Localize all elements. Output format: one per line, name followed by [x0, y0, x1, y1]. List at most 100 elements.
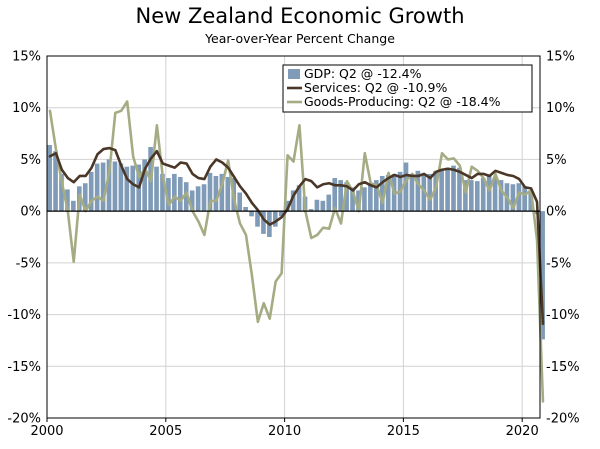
y-tick-label-left: -20% [7, 412, 41, 427]
gdp-bar [278, 211, 284, 217]
services-line [48, 146, 545, 326]
y-tick-label-left: -15% [7, 360, 41, 375]
gdp-bar [344, 182, 349, 212]
gdp-bar [207, 172, 213, 212]
gdp-bar [540, 211, 545, 340]
gdp-bar [172, 173, 177, 212]
gdp-bar [237, 192, 242, 212]
gdp-bar [88, 171, 94, 212]
legend-label-services: Services: Q2 @ -10.9% [304, 80, 447, 95]
y-tick-label-right: -10% [546, 308, 580, 323]
y-tick-label-right: 5% [546, 153, 567, 168]
chart-title: New Zealand Economic Growth [135, 4, 465, 28]
gdp-bar [385, 174, 391, 212]
gdp-bar [290, 190, 296, 212]
gdp-bar [118, 163, 124, 212]
gdp-bar [100, 162, 106, 212]
gdp-bar [510, 184, 516, 212]
x-tick-label: 2010 [268, 424, 301, 439]
gdp-bar [528, 190, 534, 212]
y-tick-label-left: -5% [16, 256, 41, 271]
plot-frame [46, 55, 541, 419]
gdp-bar [356, 190, 361, 212]
gdp-bar [284, 200, 290, 212]
y-tick-label-right: 0% [546, 205, 567, 220]
y-tick-label-left: 0% [20, 205, 41, 220]
gdp-bar [409, 173, 415, 212]
gdp-bar [225, 177, 231, 212]
gdp-bar [469, 180, 474, 212]
series-lines [48, 100, 545, 403]
y-tick-label-right: 15% [546, 50, 575, 65]
legend: GDP: Q2 @ -12.4%Services: Q2 @ -10.9%Goo… [282, 64, 533, 113]
gdp-bar [457, 167, 462, 212]
gdp-bar [47, 144, 52, 212]
gdp-bar [368, 184, 373, 212]
gdp-bar [219, 173, 225, 212]
y-tick-label-right: 10% [546, 101, 575, 116]
gdp-bar [445, 167, 450, 212]
y-tick-label-right: -5% [546, 256, 571, 271]
gdp-bar [130, 165, 136, 212]
gdp-bar [474, 181, 480, 212]
gdp-bar [243, 207, 248, 212]
gdp-bar [439, 168, 444, 212]
y-tick-label-left: 10% [12, 101, 41, 116]
gdp-bar [213, 175, 219, 212]
gdp-bar [296, 185, 302, 212]
gdp-bar [94, 163, 100, 212]
gdp-bar [106, 159, 112, 212]
gdp-bar [522, 186, 528, 212]
gdp-bar [332, 178, 338, 212]
legend-box [282, 64, 533, 113]
gdp-bar [273, 211, 278, 227]
gdp-bar [492, 177, 498, 212]
gdp-bar [326, 194, 332, 212]
y-axis-right: 15% 10% 5% 0% -5% -10% -15% -20% [546, 50, 580, 427]
gdp-bar [201, 184, 207, 212]
gdp-bar [403, 162, 409, 212]
y-tick-label-right: -15% [546, 360, 580, 375]
gdp-bar [189, 190, 195, 212]
legend-swatch-gdp [288, 69, 300, 79]
gdp-bar [255, 211, 260, 227]
gdp-bar [463, 180, 468, 212]
gdp-bar [177, 177, 183, 212]
y-tick-label-right: -20% [546, 412, 580, 427]
gdp-bar [516, 183, 522, 212]
gdp-bar [427, 173, 433, 212]
x-tick-label: 2000 [30, 424, 63, 439]
y-tick-label-left: 5% [20, 153, 41, 168]
y-tick-label-left: -10% [7, 308, 41, 323]
gdp-bar [451, 165, 456, 212]
y-tick-label-left: 15% [12, 50, 41, 65]
x-axis: 2000 2005 2010 2015 2020 [30, 418, 539, 439]
gdp-bar [362, 187, 367, 212]
x-tick-label: 2005 [149, 424, 182, 439]
gdp-bar [160, 173, 165, 212]
legend-label-goods: Goods-Producing: Q2 @ -18.4% [304, 94, 501, 109]
gdp-bar [498, 180, 504, 212]
chart-subtitle: Year-over-Year Percent Change [205, 31, 395, 46]
gdp-bar [71, 200, 76, 212]
gdp-bar [59, 173, 64, 212]
goods-producing-line [48, 100, 545, 403]
gdp-bar [320, 200, 326, 212]
gdp-bar [421, 174, 427, 212]
gdp-bar [261, 211, 266, 234]
legend-label-gdp: GDP: Q2 @ -12.4% [304, 66, 422, 81]
gdp-bar [338, 180, 343, 212]
x-tick-label: 2020 [506, 424, 539, 439]
gdp-bar [415, 170, 421, 212]
gdp-bar [53, 151, 58, 212]
gdp-bar [112, 161, 118, 212]
x-tick-label: 2015 [387, 424, 420, 439]
gdp-bar [142, 159, 147, 212]
gdp-bar [249, 211, 254, 217]
gdp-bar [314, 199, 320, 212]
gdp-bar [486, 174, 492, 212]
gdp-bar [379, 175, 385, 212]
gdp-bar [308, 209, 314, 212]
gdp-bar [154, 166, 159, 212]
